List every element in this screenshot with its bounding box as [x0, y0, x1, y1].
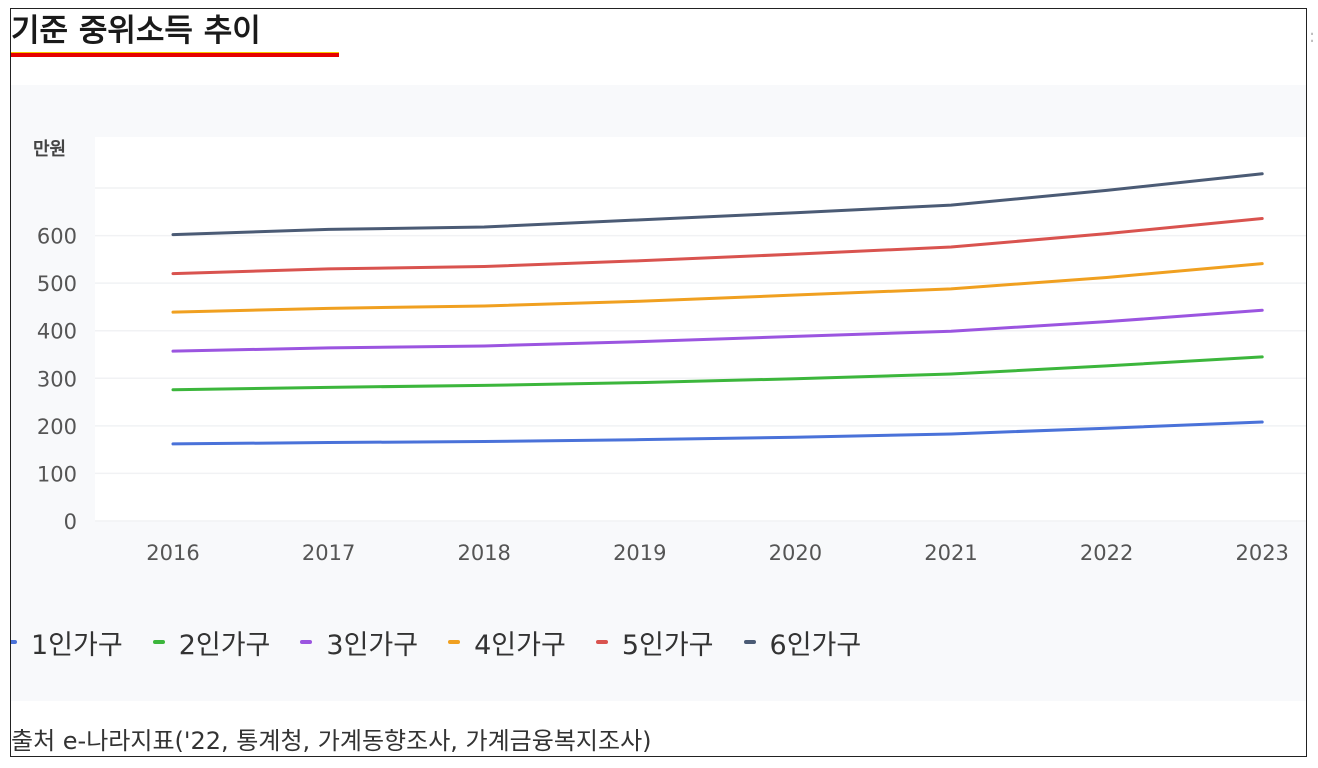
legend-label: 5인가구	[621, 629, 714, 661]
series-line-6	[171, 172, 1264, 237]
series-line-3	[171, 308, 1264, 353]
series-line-2	[171, 355, 1264, 392]
x-tick-label: 2020	[769, 541, 822, 565]
legend-swatch	[152, 640, 165, 644]
chart-panel: 만원 0 100 200 300 400 500 600 2016 2017 2018 2019 202…	[11, 85, 1306, 701]
x-tick-label: 2022	[1080, 541, 1133, 565]
legend-item: 3인가구	[300, 623, 418, 662]
legend-label: 1인가구	[31, 629, 123, 661]
legend-swatch	[300, 640, 313, 644]
x-tick-label: 2023	[1235, 541, 1288, 565]
x-tick-label: 2016	[146, 541, 199, 565]
title-underline	[11, 52, 339, 57]
y-tick-label: 300	[37, 367, 77, 391]
legend-label: 2인가구	[178, 629, 271, 661]
legend-swatch	[448, 640, 461, 644]
y-tick-label: 100	[37, 462, 77, 486]
x-tick-label: 2018	[457, 541, 510, 565]
legend-label: 3인가구	[326, 629, 419, 661]
page-title: 기준 중위소득 추이	[11, 13, 261, 49]
x-tick-label: 2017	[302, 541, 355, 565]
y-tick-label: 600	[37, 225, 77, 249]
x-tick-label: 2019	[613, 541, 666, 565]
chart-frame: 기준 중위소득 추이 만원 0 100 200 300 400 500 600 2016 2017…	[10, 8, 1307, 757]
x-tick-label: 2021	[924, 541, 977, 565]
legend-label: 4인가구	[474, 629, 566, 661]
legend-label: 6인가구	[769, 629, 862, 661]
y-axis-unit-label: 만원	[33, 139, 66, 160]
legend-item: 1인가구	[11, 623, 123, 662]
legend-swatch	[595, 640, 608, 644]
legend-item: 2인가구	[152, 623, 271, 662]
legend-item: 6인가구	[743, 623, 862, 662]
y-tick-label: 200	[37, 415, 77, 439]
legend-item: 5인가구	[595, 623, 714, 662]
y-tick-label: 400	[37, 320, 77, 344]
series-line-5	[171, 216, 1264, 276]
chart-legend: 1인가구 2인가구 3인가구 4인가구 5인가구 6인가구	[11, 617, 891, 667]
legend-item: 4인가구	[448, 623, 566, 662]
legend-swatch	[11, 640, 17, 644]
y-tick-label: 500	[37, 272, 77, 296]
source-note: 출처 e-나라지표('22, 통계청, 가계동향조사, 가계금융복지조사)	[11, 727, 652, 755]
series-line-4	[171, 262, 1264, 314]
scroll-edge-glyph: :	[1309, 26, 1316, 47]
plot-area	[95, 137, 1306, 521]
legend-swatch	[743, 640, 756, 644]
series-line-1	[171, 420, 1264, 446]
line-chart: 만원 0 100 200 300 400 500 600 2016 2017 2018 2019 202…	[33, 137, 1306, 565]
y-tick-label: 0	[64, 510, 77, 534]
